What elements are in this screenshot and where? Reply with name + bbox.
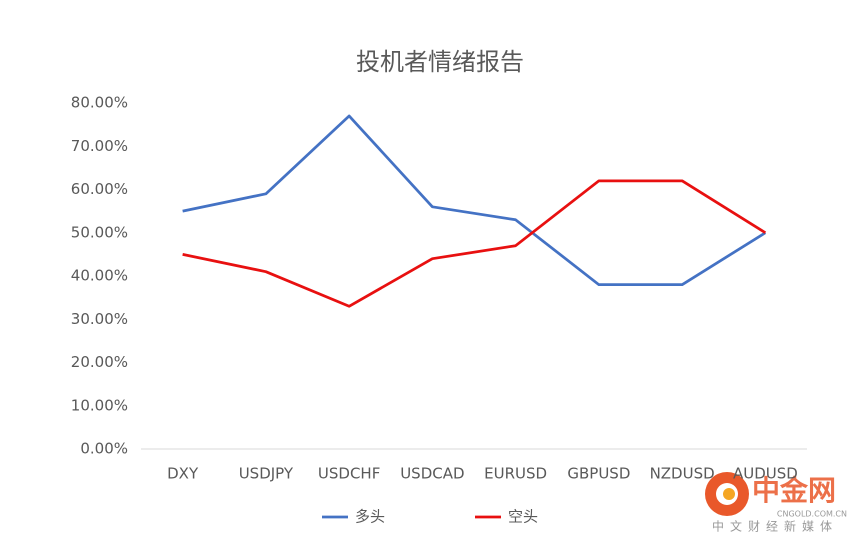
y-tick-label: 40.00% bbox=[71, 267, 128, 285]
series-line bbox=[182, 114, 767, 287]
x-tick-label: USDJPY bbox=[239, 465, 294, 483]
y-tick-label: 20.00% bbox=[71, 353, 128, 371]
y-tick-label: 80.00% bbox=[71, 94, 128, 112]
watermark-domain: CNGOLD.COM.CN bbox=[777, 510, 847, 519]
x-tick-label: USDCAD bbox=[400, 465, 464, 483]
watermark-slogan: 中文财经新媒体 bbox=[712, 519, 838, 534]
x-tick-label: USDCHF bbox=[318, 465, 380, 483]
y-tick-label: 0.00% bbox=[80, 440, 128, 458]
watermark-logo-core bbox=[723, 488, 735, 500]
watermark-brand: 中金网 bbox=[752, 474, 836, 507]
chart-title: 投机者情绪报告 bbox=[356, 48, 524, 76]
series-line bbox=[182, 179, 767, 308]
y-tick-label: 10.00% bbox=[71, 396, 128, 414]
y-tick-label: 30.00% bbox=[71, 310, 128, 328]
x-tick-label: EURUSD bbox=[484, 465, 547, 483]
y-tick-label: 70.00% bbox=[71, 137, 128, 155]
legend-label: 多头 bbox=[355, 508, 385, 526]
watermark: 中金网 CNGOLD.COM.CN 中文财经新媒体 bbox=[705, 472, 847, 534]
x-tick-label: NZDUSD bbox=[650, 465, 715, 483]
x-tick-label: GBPUSD bbox=[567, 465, 630, 483]
y-tick-label: 60.00% bbox=[71, 180, 128, 198]
y-tick-label: 50.00% bbox=[71, 223, 128, 241]
legend-label: 空头 bbox=[508, 508, 538, 526]
x-tick-label: DXY bbox=[167, 465, 199, 483]
x-tick-label: AUDUSD bbox=[733, 465, 798, 483]
